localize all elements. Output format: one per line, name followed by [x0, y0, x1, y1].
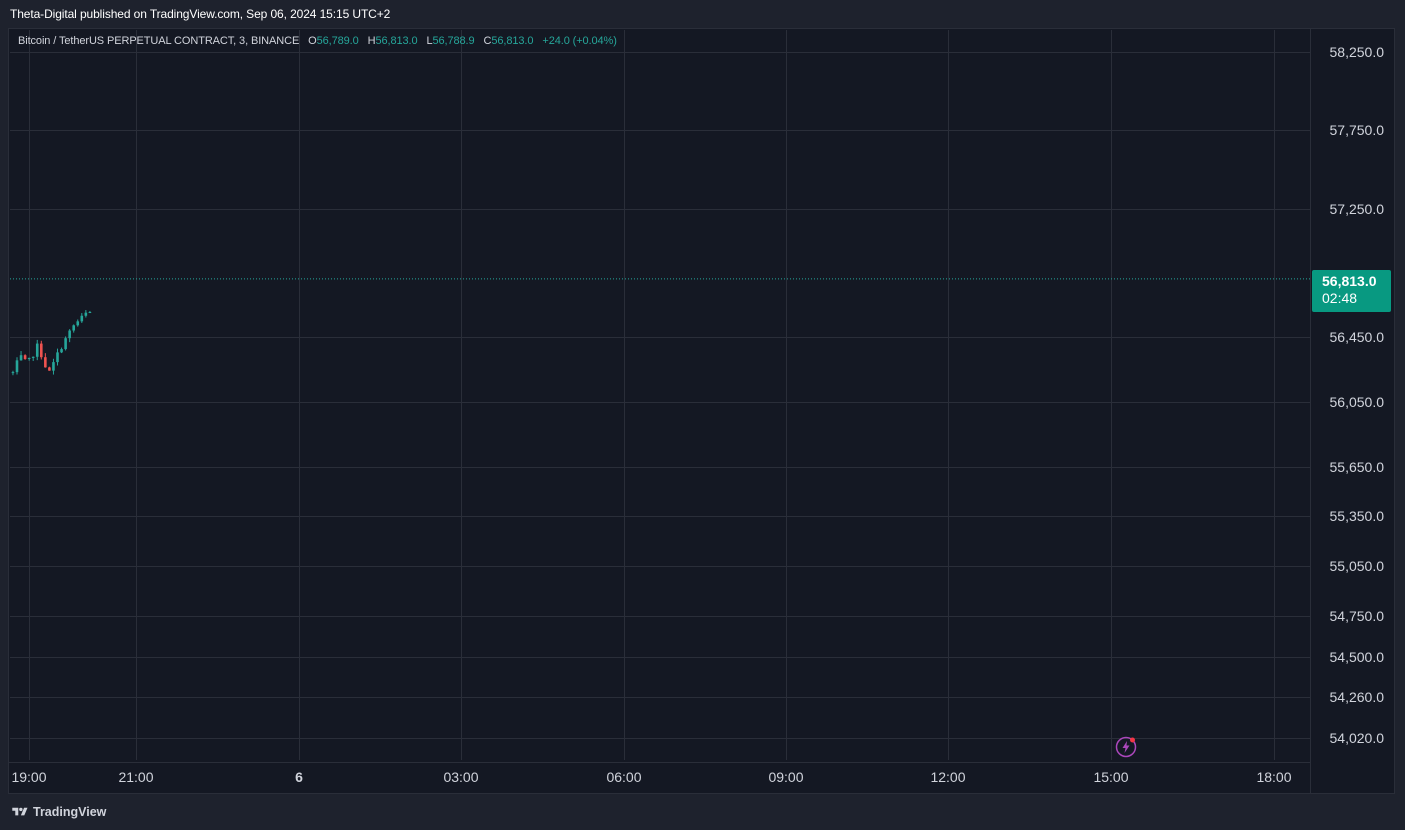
symbol-legend[interactable]: Bitcoin / TetherUS PERPETUAL CONTRACT, 3… [18, 35, 617, 47]
candle-body [56, 352, 59, 363]
price-tick-label: 54,750.0 [1330, 608, 1385, 624]
chart-area[interactable] [8, 28, 1395, 794]
price-tick-label: 56,050.0 [1330, 394, 1385, 410]
time-tick-label: 06:00 [606, 769, 641, 785]
last-price-badge: 56,813.0 02:48 [1312, 270, 1391, 312]
price-tick-label: 55,350.0 [1330, 508, 1385, 524]
candles [11, 310, 92, 376]
bar-countdown: 02:48 [1322, 290, 1358, 306]
price-tick-label: 54,260.0 [1330, 689, 1385, 705]
candle-body [76, 321, 80, 326]
price-tick-label: 55,650.0 [1330, 459, 1385, 475]
open-value: 56,789.0 [316, 35, 359, 47]
last-price-value: 56,813.0 [1322, 273, 1377, 289]
high-value: 56,813.0 [375, 35, 418, 47]
lightning-icon[interactable] [1114, 735, 1138, 759]
footer-bar: TradingView [0, 796, 1405, 830]
published-text: Theta-Digital published on TradingView.c… [10, 7, 391, 21]
price-tick-label: 56,450.0 [1330, 329, 1385, 345]
time-tick-label: 15:00 [1093, 769, 1128, 785]
grid-lines [9, 29, 1311, 793]
low-value: 56,788.9 [432, 35, 475, 47]
low-label: L [426, 35, 433, 47]
time-tick-label: 18:00 [1256, 769, 1291, 785]
close-value: 56,813.0 [491, 35, 534, 47]
price-tick-label: 54,020.0 [1330, 730, 1385, 746]
candle-body [84, 312, 88, 316]
open-label: O [308, 35, 317, 47]
price-tick-label: 58,250.0 [1330, 44, 1385, 60]
price-tick-label: 57,750.0 [1330, 122, 1385, 138]
candle-body [15, 360, 19, 373]
time-tick-label: 12:00 [930, 769, 965, 785]
candle-body [27, 357, 31, 359]
time-tick-label: 6 [295, 769, 303, 785]
candle-body [72, 325, 75, 331]
tradingview-brand[interactable]: TradingView [33, 805, 107, 819]
candle-body [52, 362, 55, 371]
price-tick-label: 57,250.0 [1330, 201, 1385, 217]
price-tick-label: 54,500.0 [1330, 649, 1385, 665]
candle-body [80, 315, 84, 322]
candle-body [40, 343, 43, 358]
candle-body [48, 367, 51, 371]
candlestick-chart[interactable]: 58,250.0 57,750.0 57,250.0 56,450.0 56,050.0… [0, 0, 1405, 796]
time-axis[interactable]: 19:00 21:00 6 03:00 06:00 09:00 12:00 15:00 18:0… [11, 769, 1291, 785]
time-tick-label: 03:00 [443, 769, 478, 785]
time-tick-label: 19:00 [11, 769, 46, 785]
candle-body [64, 338, 67, 350]
tradingview-logo-icon[interactable] [10, 806, 30, 818]
publication-header: Theta-Digital published on TradingView.c… [0, 0, 1405, 28]
price-tick-label: 55,050.0 [1330, 558, 1385, 574]
candle-body [23, 355, 27, 359]
price-axis[interactable]: 58,250.0 57,750.0 57,250.0 56,450.0 56,050.0… [1330, 44, 1385, 746]
candle-body [68, 330, 71, 339]
time-tick-label: 09:00 [768, 769, 803, 785]
candle-body [35, 343, 39, 357]
candle-body [44, 357, 47, 368]
close-label: C [483, 35, 492, 47]
candle-body [11, 372, 15, 374]
candle-body [88, 312, 92, 314]
change-value: +24.0 (+0.04%) [542, 35, 617, 47]
candle-body [31, 356, 35, 358]
time-tick-label: 21:00 [118, 769, 153, 785]
candle-body [60, 349, 63, 353]
high-label: H [367, 35, 376, 47]
symbol-name: Bitcoin / TetherUS PERPETUAL CONTRACT, 3… [18, 35, 300, 47]
candle-body [19, 355, 23, 361]
